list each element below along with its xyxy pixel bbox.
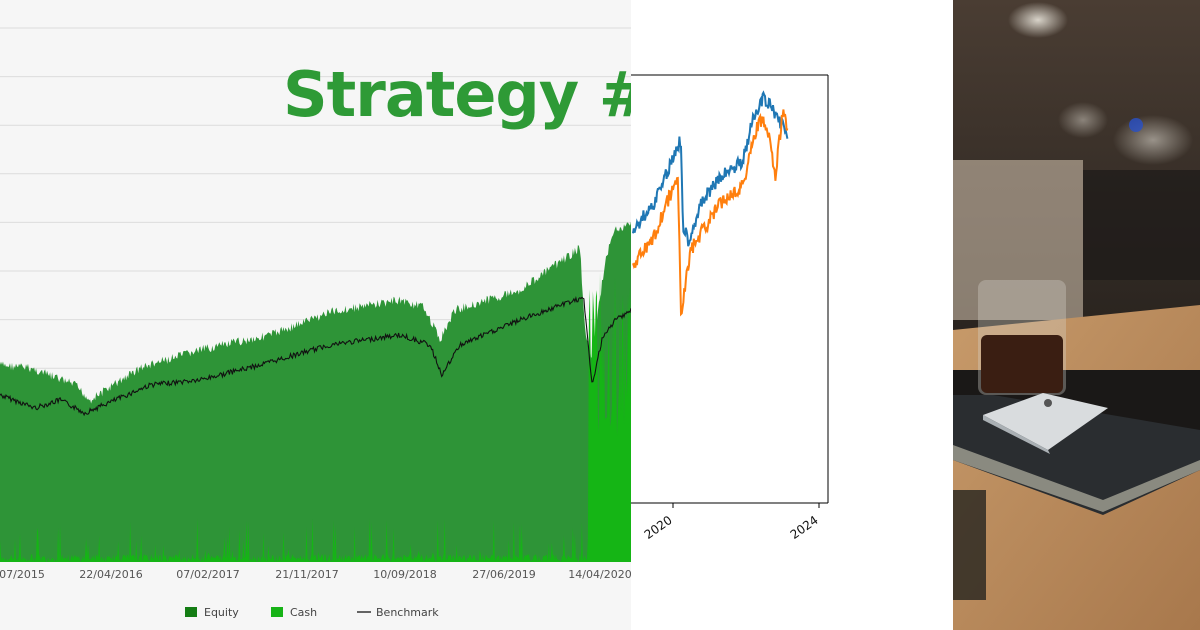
line-chart: 2020 2024: [631, 74, 829, 542]
x-tick-label: 07/2015: [0, 568, 45, 581]
blurred-cups: [1113, 115, 1193, 165]
legend-label: Cash: [290, 606, 317, 619]
legend-label: Equity: [204, 606, 239, 619]
x-tick-label: 14/04/2020: [568, 568, 631, 581]
line-chart-panel: 2020 2024: [631, 0, 953, 630]
equity-chart-panel: 07/2015 22/04/2016 07/02/2017 21/11/2017 10/…: [0, 27, 631, 619]
equity-area-chart: 07/2015 22/04/2016 07/02/2017 21/11/2017 10/…: [0, 27, 631, 619]
laptop-edge: [953, 490, 986, 600]
series-orange-line: [632, 109, 789, 317]
chart-legend: Equity Cash Benchmark: [185, 606, 439, 619]
blurred-shelf: [1083, 170, 1200, 280]
headline-title: Strategy #: [283, 58, 631, 131]
benchmark-line: [0, 295, 631, 417]
notebook-pages: [953, 445, 1200, 512]
photo-illustration: [953, 0, 1200, 630]
coffee: [981, 335, 1063, 393]
x-tick-label: 27/06/2019: [472, 568, 535, 581]
line-series: [632, 90, 789, 317]
chart-areas: [0, 221, 631, 563]
axes-frame: [631, 74, 829, 504]
blurred-counter: [953, 160, 1083, 320]
x-axis-ticks: 2020 2024: [642, 503, 821, 542]
phone-camera: [1044, 399, 1052, 407]
x-tick-label: 07/02/2017: [176, 568, 239, 581]
series-blue-line: [632, 90, 789, 247]
x-axis-ticks: 07/2015 22/04/2016 07/02/2017 21/11/2017 10/…: [0, 568, 631, 581]
blue-light: [1129, 118, 1143, 132]
x-tick-label: 10/09/2018: [373, 568, 436, 581]
blurred-light: [1008, 2, 1068, 38]
equity-area: [0, 221, 631, 563]
x-tick-label: 22/04/2016: [79, 568, 142, 581]
x-tick-label: 21/11/2017: [275, 568, 338, 581]
smartphone: [983, 393, 1108, 450]
legend-swatch: [185, 607, 197, 617]
x-tick-label: 2024: [788, 513, 821, 542]
legend-label: Benchmark: [376, 606, 439, 619]
desk-photo: [953, 0, 1200, 630]
legend-swatch: [271, 607, 283, 617]
x-tick-label: 2020: [642, 513, 675, 542]
smartphone-edge: [983, 415, 1050, 454]
blurred-bottles: [1058, 102, 1108, 138]
